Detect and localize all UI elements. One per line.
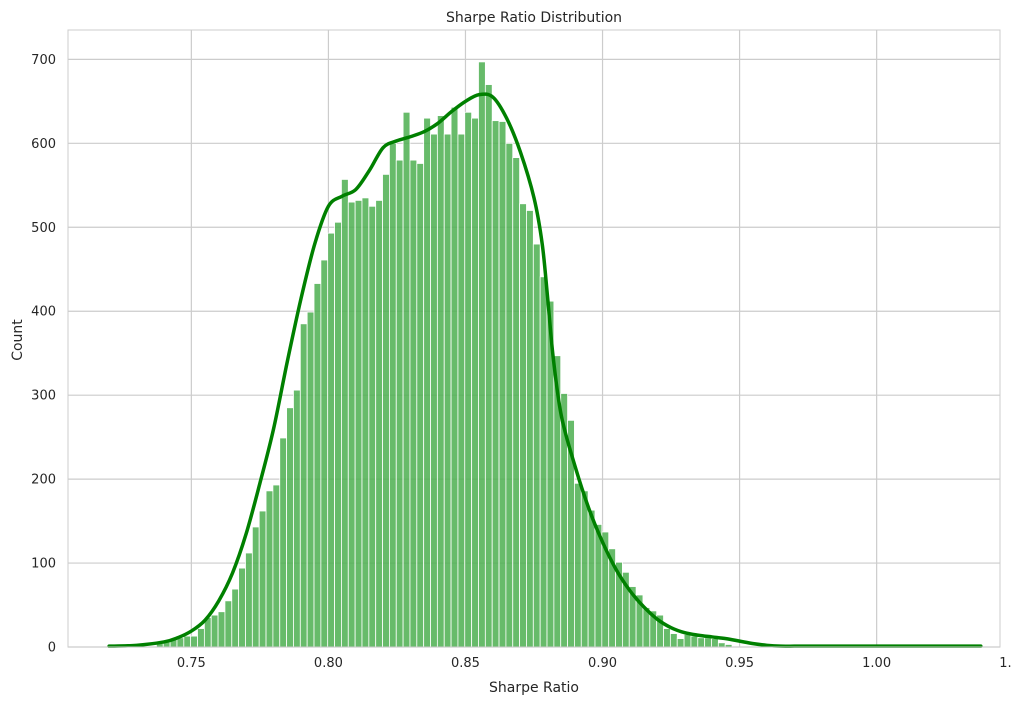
histogram-bar bbox=[299, 323, 308, 648]
x-tick-label: 1.05 bbox=[999, 656, 1012, 671]
histogram-bar bbox=[526, 210, 534, 648]
histogram-bar bbox=[217, 611, 226, 648]
histogram-bar bbox=[587, 509, 596, 648]
histogram-bar bbox=[574, 482, 582, 648]
histogram-bar bbox=[580, 490, 589, 648]
histogram-bar bbox=[368, 205, 377, 648]
histogram-bar bbox=[382, 173, 390, 648]
histogram-bar bbox=[711, 638, 719, 648]
histogram-bar bbox=[409, 159, 418, 648]
y-tick-label: 400 bbox=[31, 305, 56, 320]
histogram-bar bbox=[347, 201, 356, 648]
histogram-bar bbox=[423, 117, 431, 648]
histogram-bar bbox=[258, 510, 267, 648]
x-tick-label: 0.80 bbox=[314, 656, 343, 671]
histogram-bar bbox=[334, 221, 342, 648]
y-tick-label: 200 bbox=[31, 473, 56, 488]
histogram-bar bbox=[690, 635, 699, 648]
histogram-bar bbox=[717, 642, 726, 648]
histogram-bar bbox=[224, 600, 233, 648]
histogram-bar bbox=[265, 490, 274, 648]
histogram-bar bbox=[197, 628, 205, 648]
histogram-bar bbox=[251, 526, 260, 648]
histogram-bar bbox=[183, 635, 192, 648]
y-tick-label: 700 bbox=[31, 53, 56, 68]
histogram-bar bbox=[532, 243, 541, 648]
histogram-bar bbox=[327, 232, 335, 648]
x-tick-label: 1.00 bbox=[862, 656, 891, 671]
histogram-bar bbox=[436, 115, 445, 648]
histogram-bar bbox=[471, 117, 479, 648]
x-tick-label: 0.85 bbox=[451, 656, 480, 671]
histogram-bar bbox=[676, 638, 685, 648]
histogram-bar bbox=[341, 179, 349, 648]
histogram-bar bbox=[402, 111, 411, 648]
histogram-bar bbox=[238, 567, 246, 648]
histogram-bar bbox=[286, 407, 294, 648]
histogram-bar bbox=[272, 484, 281, 648]
x-tick-label: 0.75 bbox=[177, 656, 206, 671]
histogram-bar bbox=[416, 163, 425, 648]
histogram-bar bbox=[389, 142, 397, 648]
histogram-bar bbox=[594, 524, 603, 648]
histogram-bar bbox=[375, 200, 383, 648]
histogram-bar bbox=[697, 637, 706, 648]
x-tick-label: 0.95 bbox=[725, 656, 754, 671]
y-tick-label: 100 bbox=[31, 557, 56, 572]
histogram-bar bbox=[505, 142, 514, 648]
histogram-bar bbox=[279, 437, 288, 648]
histogram-bar bbox=[210, 614, 219, 648]
histogram-bar bbox=[231, 588, 240, 648]
y-tick-label: 0 bbox=[48, 641, 56, 656]
histogram-bar bbox=[491, 120, 500, 648]
histogram-bars bbox=[156, 61, 733, 648]
histogram-bar bbox=[669, 633, 678, 648]
y-tick-label: 300 bbox=[31, 389, 56, 404]
y-axis-label: Count bbox=[10, 319, 26, 361]
y-tick-label: 600 bbox=[31, 137, 56, 152]
histogram-bar bbox=[190, 635, 198, 648]
histogram-bar bbox=[704, 637, 712, 648]
histogram-bar bbox=[354, 200, 363, 648]
histogram-bar bbox=[484, 84, 493, 648]
plot-frame bbox=[67, 29, 1001, 648]
histogram-bar bbox=[512, 157, 521, 648]
x-tick-label: 0.90 bbox=[588, 656, 617, 671]
histogram-bar bbox=[306, 311, 315, 648]
histogram-bar bbox=[313, 283, 322, 648]
x-tick-labels: 0.75 0.80 0.85 0.90 0.95 1.00 1.05 bbox=[177, 656, 1012, 671]
histogram-bar bbox=[683, 634, 692, 648]
y-tick-labels: 0 100 200 300 400 500 600 700 bbox=[31, 53, 56, 656]
histogram-bar bbox=[320, 259, 329, 648]
histogram-bar bbox=[457, 133, 466, 648]
histogram-bar bbox=[245, 552, 253, 648]
chart-title: Sharpe Ratio Distribution bbox=[446, 10, 622, 26]
histogram-bar bbox=[293, 389, 301, 648]
histogram-bar bbox=[450, 106, 459, 648]
histogram-bar bbox=[478, 61, 486, 648]
histogram-bar bbox=[663, 628, 671, 648]
kde-curve bbox=[107, 92, 983, 648]
histogram-bar bbox=[464, 111, 473, 648]
histogram-bar bbox=[498, 121, 507, 648]
y-tick-label: 500 bbox=[31, 221, 56, 236]
histogram-bar bbox=[430, 133, 438, 648]
histogram-bar bbox=[443, 133, 452, 648]
grid-lines bbox=[68, 30, 1000, 648]
kde-line bbox=[107, 92, 983, 648]
histogram-bar bbox=[395, 159, 404, 648]
histogram-bar bbox=[361, 197, 370, 648]
histogram-bar bbox=[519, 203, 527, 648]
histogram-bar bbox=[539, 276, 548, 648]
x-axis-label: Sharpe Ratio bbox=[489, 680, 579, 696]
